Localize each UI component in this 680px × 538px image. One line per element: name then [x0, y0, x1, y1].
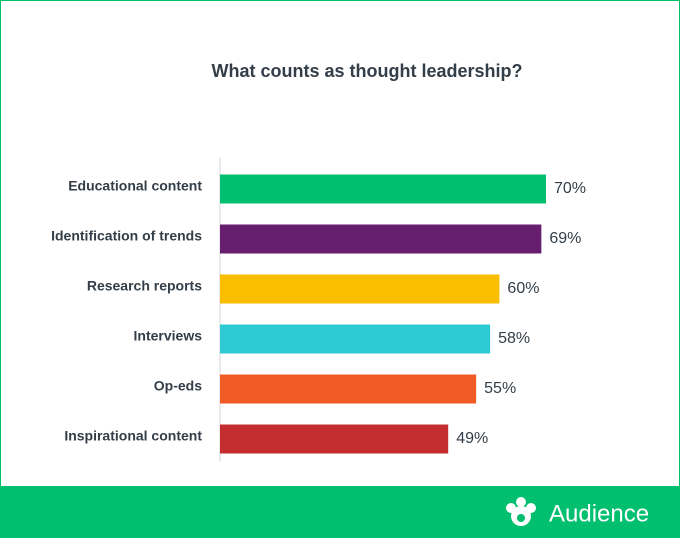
bar — [220, 174, 546, 204]
bar — [220, 224, 542, 254]
bar — [220, 424, 449, 454]
brand-logo — [506, 497, 536, 526]
brand-name: Audience — [549, 500, 649, 527]
category-label: Research reports — [87, 278, 202, 294]
value-label: 69% — [549, 230, 581, 247]
category-label: Interviews — [134, 328, 203, 344]
value-label: 60% — [507, 280, 539, 297]
value-label: 58% — [498, 330, 530, 347]
bar — [220, 274, 500, 304]
category-label: Educational content — [68, 178, 202, 194]
category-label: Op-eds — [154, 378, 202, 394]
footer-band — [0, 486, 680, 538]
category-label: Inspirational content — [64, 428, 202, 444]
bar — [220, 374, 477, 404]
chart-title: What counts as thought leadership? — [211, 61, 522, 81]
bar — [220, 324, 491, 354]
value-label: 49% — [456, 430, 488, 447]
category-label: Identification of trends — [51, 228, 202, 244]
value-label: 70% — [554, 180, 586, 197]
value-label: 55% — [484, 380, 516, 397]
